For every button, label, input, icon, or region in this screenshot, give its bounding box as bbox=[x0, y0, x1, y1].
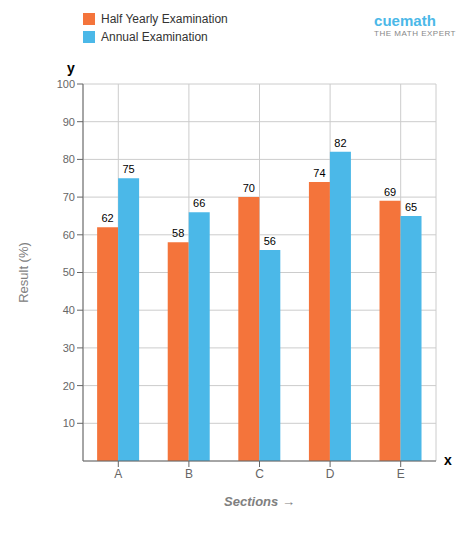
svg-text:80: 80 bbox=[63, 153, 75, 165]
html-text:x: x bbox=[444, 452, 452, 468]
svg-text:50: 50 bbox=[63, 266, 75, 278]
svg-text:Result (%): Result (%) bbox=[16, 242, 31, 303]
svg-text:60: 60 bbox=[63, 229, 75, 241]
svg-text:58: 58 bbox=[172, 227, 184, 239]
svg-text:56: 56 bbox=[264, 235, 276, 247]
html-text:Half Yearly Examination: Half Yearly Examination bbox=[101, 12, 228, 26]
svg-text:D: D bbox=[326, 467, 335, 481]
svg-text:74: 74 bbox=[313, 167, 325, 179]
svg-text:62: 62 bbox=[101, 212, 113, 224]
svg-text:40: 40 bbox=[63, 304, 75, 316]
svg-text:E: E bbox=[397, 467, 405, 481]
svg-text:A: A bbox=[114, 467, 122, 481]
svg-text:65: 65 bbox=[405, 201, 417, 213]
svg-text:82: 82 bbox=[334, 137, 346, 149]
html-text:y: y bbox=[67, 60, 75, 76]
svg-text:90: 90 bbox=[63, 116, 75, 128]
html-text:cuemath: cuemath bbox=[374, 12, 436, 29]
svg-text:C: C bbox=[255, 467, 264, 481]
svg-text:Sections →: Sections → bbox=[224, 494, 295, 509]
svg-text:66: 66 bbox=[193, 197, 205, 209]
html-text:Annual Examination: Annual Examination bbox=[101, 30, 208, 44]
svg-text:B: B bbox=[185, 467, 193, 481]
svg-text:70: 70 bbox=[63, 191, 75, 203]
svg-text:69: 69 bbox=[384, 186, 396, 198]
svg-text:20: 20 bbox=[63, 380, 75, 392]
svg-text:75: 75 bbox=[122, 163, 134, 175]
html-text:THE MATH EXPERT: THE MATH EXPERT bbox=[374, 29, 456, 38]
svg-text:100: 100 bbox=[57, 78, 75, 90]
svg-text:30: 30 bbox=[63, 342, 75, 354]
svg-text:70: 70 bbox=[243, 182, 255, 194]
svg-text:10: 10 bbox=[63, 417, 75, 429]
